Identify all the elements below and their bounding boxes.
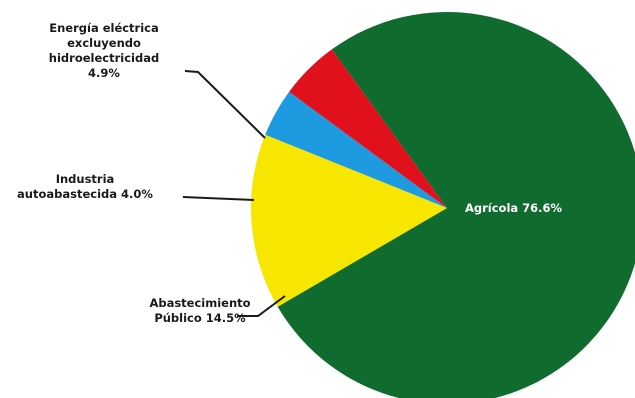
slice-label-line: autoabastecida 4.0%	[17, 187, 153, 201]
leader-line-3	[182, 196, 255, 201]
pie-slice-2	[250, 134, 447, 307]
leaders-layer	[182, 70, 286, 317]
slice-label-line: Abastecimiento	[149, 296, 250, 310]
slice-label-2: Abastecimiento Público 14.5%	[149, 296, 250, 325]
slice-label-line: Energía eléctrica	[49, 21, 159, 35]
slice-label-line: Agrícola 76.6%	[465, 201, 563, 215]
slice-label-line: excluyendo	[67, 36, 141, 50]
pie-slice-1	[277, 12, 635, 398]
slice-label-line: Industria	[56, 172, 115, 186]
pie-slice-3	[265, 91, 447, 208]
slice-label-line: hidroelectricidad	[49, 51, 159, 65]
labels-layer: Agrícola 76.6% Abastecimiento Público 14.5…	[17, 21, 562, 325]
slice-label-line: Público 14.5%	[154, 311, 246, 325]
slice-label-3: Industria autoabastecida 4.0%	[17, 172, 153, 201]
leader-line-4	[184, 70, 266, 139]
slice-label-4: Energía eléctrica excluyendo hidroelectric…	[49, 21, 159, 80]
slices-layer	[250, 12, 635, 398]
slice-label-line: 4.9%	[88, 66, 120, 80]
leader-line-2	[237, 295, 286, 317]
slice-label-1: Agrícola 76.6%	[465, 201, 563, 215]
pie-slice-4	[289, 49, 447, 209]
